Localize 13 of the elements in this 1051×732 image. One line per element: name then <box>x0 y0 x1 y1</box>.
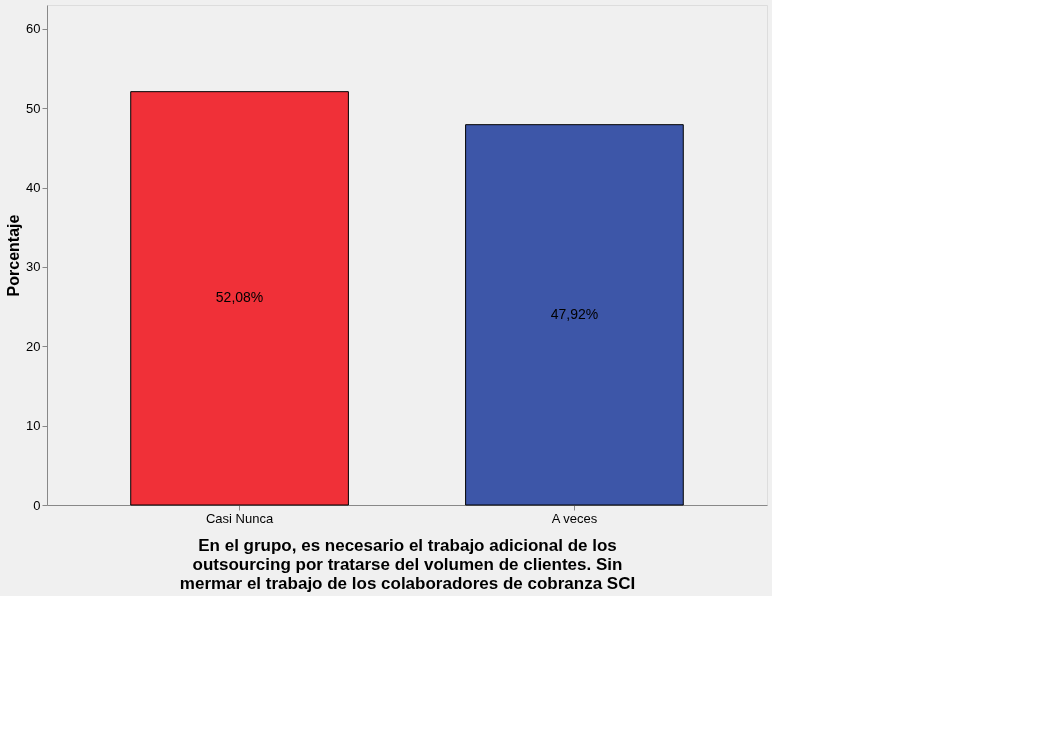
x-tick-label: A veces <box>551 510 598 526</box>
y-tick-label: 0 <box>33 497 41 513</box>
x-tick-label: Casi Nunca <box>205 510 274 526</box>
y-tick-label: 40 <box>26 180 41 196</box>
data-label: 52,08% <box>215 289 264 306</box>
data-label: 47,92% <box>550 305 599 322</box>
y-tick-label: 60 <box>26 21 41 37</box>
y-tick-label: 30 <box>26 259 41 275</box>
x-axis-title: En el grupo, es necesario el trabajo adicional de los outsourcing por tratarse del volumen de clientes. Sin mermar el trabajo de los colaboradores de cobranza SCI <box>179 535 636 593</box>
y-tick-label: 50 <box>26 100 41 116</box>
y-tick-label: 10 <box>26 418 41 434</box>
y-tick-label: 20 <box>26 338 41 354</box>
y-axis-title: Porcentaje <box>5 214 23 297</box>
